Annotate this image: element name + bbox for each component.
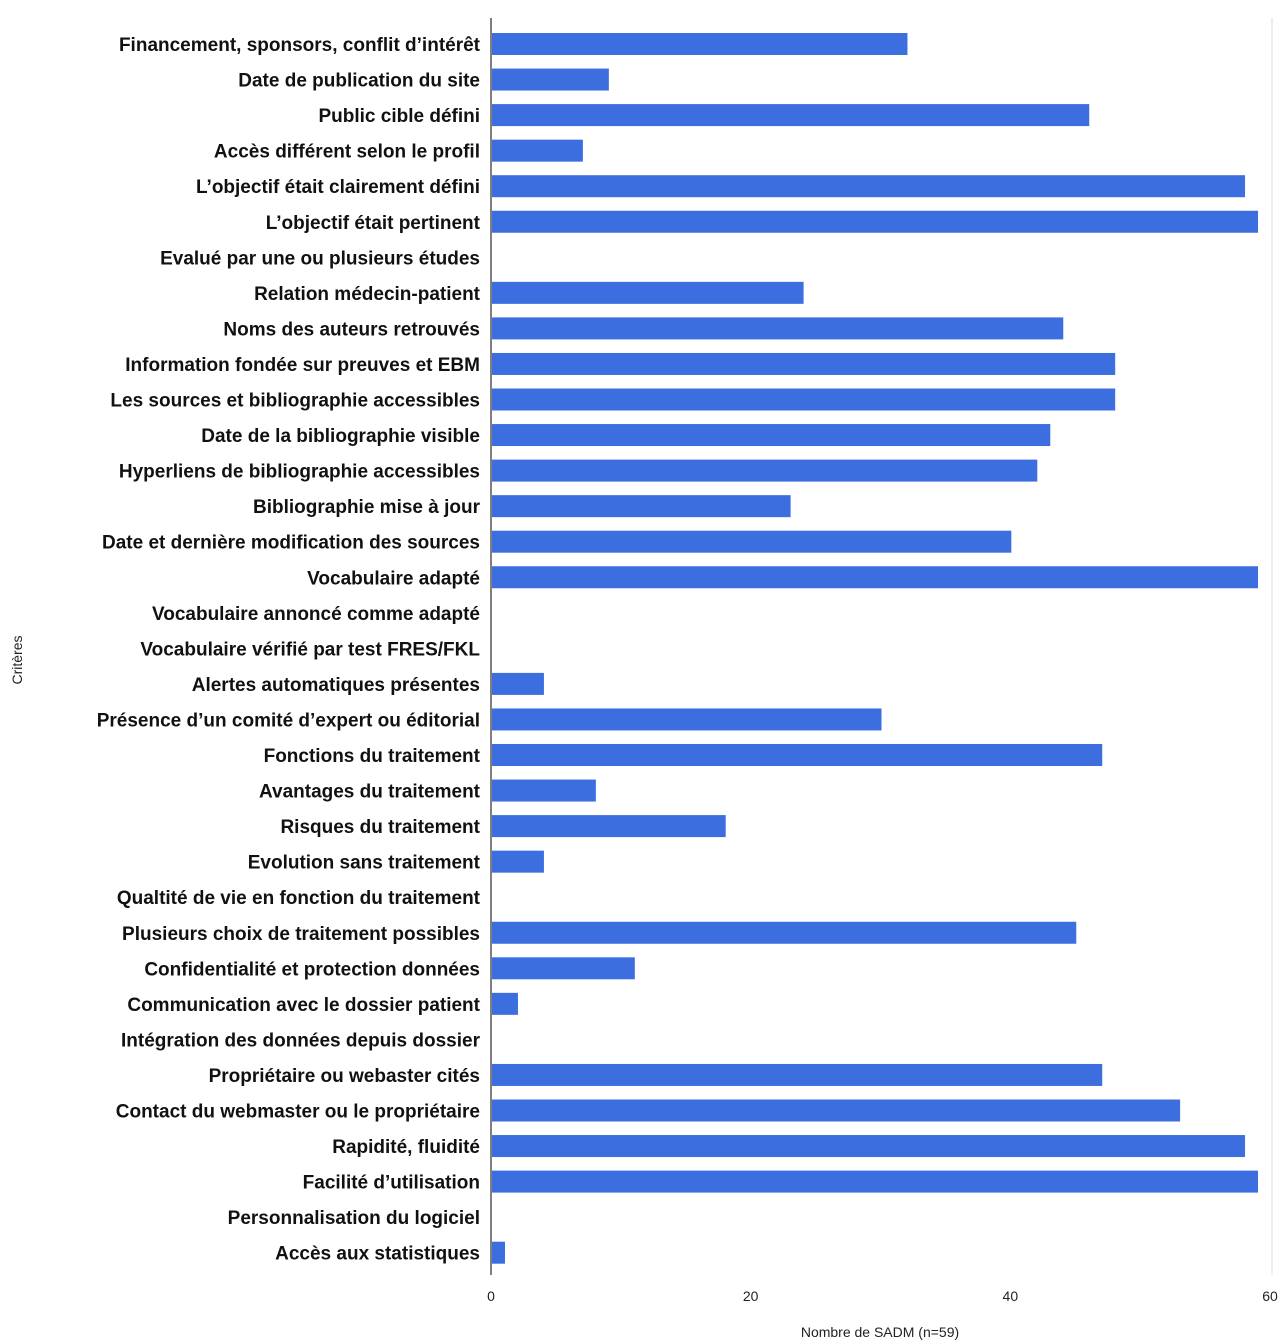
category-label: L’objectif était pertinent — [266, 213, 481, 234]
x-tick-label: 0 — [487, 1288, 495, 1304]
category-label: Facilité d’utilisation — [303, 1173, 480, 1194]
category-label: Communication avec le dossier patient — [127, 995, 480, 1016]
bar — [492, 495, 791, 518]
category-label: Rapidité, fluidité — [332, 1137, 480, 1158]
category-label: Bibliographie mise à jour — [253, 497, 481, 518]
category-label: Les sources et bibliographie accessibles — [110, 391, 480, 412]
bar — [492, 1063, 1103, 1086]
category-label: Relation médecin-patient — [254, 284, 481, 305]
category-label: Plusieurs choix de traitement possibles — [122, 924, 480, 945]
category-label: Fonctions du traitement — [264, 746, 481, 767]
x-tick-label: 20 — [743, 1288, 759, 1304]
category-label: Propriétaire ou webaster cités — [209, 1066, 480, 1087]
bar — [492, 1241, 505, 1264]
category-label: Evalué par une ou plusieurs études — [160, 248, 480, 269]
bar — [492, 779, 596, 802]
category-label: Date et dernière modification des source… — [102, 533, 480, 554]
category-label: L’objectif était clairement défini — [196, 177, 480, 198]
bar — [492, 210, 1259, 233]
bar — [492, 388, 1116, 411]
x-axis-ticks: 0 20 40 60 — [487, 1288, 1278, 1304]
bars — [492, 33, 1259, 1264]
bar — [492, 672, 544, 695]
category-label: Risques du traitement — [280, 817, 480, 838]
bar — [492, 139, 583, 162]
bar — [492, 992, 518, 1015]
category-label: Accès aux statistiques — [275, 1244, 480, 1265]
bar — [492, 744, 1103, 766]
bar — [492, 957, 635, 980]
category-label: Vocabulaire adapté — [307, 568, 480, 589]
bar — [492, 104, 1090, 127]
bar — [492, 424, 1051, 447]
category-label: Financement, sponsors, conflit d’intérêt — [119, 35, 481, 56]
category-label: Vocabulaire annoncé comme adapté — [152, 604, 480, 625]
category-label: Date de la bibliographie visible — [201, 426, 480, 447]
bar — [492, 530, 1012, 553]
bar — [492, 459, 1038, 482]
x-tick-label: 60 — [1262, 1288, 1278, 1304]
bar — [492, 175, 1246, 198]
category-label: Confidentialité et protection données — [144, 959, 480, 980]
category-label: Intégration des données depuis dossier — [121, 1030, 481, 1051]
category-label: Vocabulaire vérifié par test FRES/FKL — [140, 639, 480, 660]
bar — [492, 352, 1116, 375]
bar — [492, 281, 804, 304]
bar — [492, 1170, 1259, 1193]
category-label: Noms des auteurs retrouvés — [223, 319, 480, 340]
bar — [492, 1135, 1246, 1158]
bar — [492, 921, 1077, 944]
category-label: Evolution sans traitement — [248, 853, 481, 874]
bar — [492, 33, 908, 55]
category-label: Personnalisation du logiciel — [228, 1208, 480, 1229]
category-label: Accès différent selon le profil — [214, 142, 480, 163]
category-label: Qualtité de vie en fonction du traitemen… — [117, 888, 481, 909]
bar — [492, 566, 1259, 589]
y-axis-title: Critères — [9, 635, 25, 684]
bar — [492, 317, 1064, 340]
category-label: Présence d’un comité d’expert ou éditori… — [97, 710, 480, 731]
category-label: Avantages du traitement — [259, 782, 481, 803]
category-label: Public cible défini — [318, 106, 480, 127]
bar — [492, 815, 726, 838]
bar — [492, 1099, 1181, 1122]
x-tick-label: 40 — [1003, 1288, 1019, 1304]
category-label: Alertes automatiques présentes — [192, 675, 480, 696]
bar — [492, 850, 544, 873]
x-axis-title: Nombre de SADM (n=59) — [801, 1324, 959, 1340]
bar — [492, 68, 609, 91]
category-label: Contact du webmaster ou le propriétaire — [116, 1102, 480, 1123]
bar — [492, 708, 882, 731]
category-labels: Financement, sponsors, conflit d’intérêt… — [97, 35, 481, 1265]
category-label: Date de publication du site — [238, 71, 480, 92]
category-label: Hyperliens de bibliographie accessibles — [119, 462, 480, 483]
category-label: Information fondée sur preuves et EBM — [125, 355, 480, 376]
